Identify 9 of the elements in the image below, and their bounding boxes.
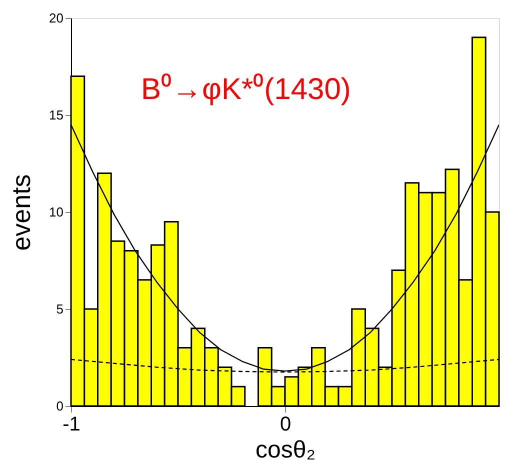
y-tick-label: 5 xyxy=(56,302,64,316)
x-axis-title: cosθ₂ xyxy=(255,436,316,464)
y-tick-label: 15 xyxy=(49,108,64,122)
y-axis-title: events xyxy=(6,174,36,251)
x-tick-label: -1 xyxy=(62,414,80,436)
y-tick-label: 10 xyxy=(49,204,64,220)
y-tick-label: 0 xyxy=(56,398,64,414)
y-tick-label: 20 xyxy=(49,10,64,26)
annotation: B⁰→φK*⁰(1430) xyxy=(141,73,351,106)
